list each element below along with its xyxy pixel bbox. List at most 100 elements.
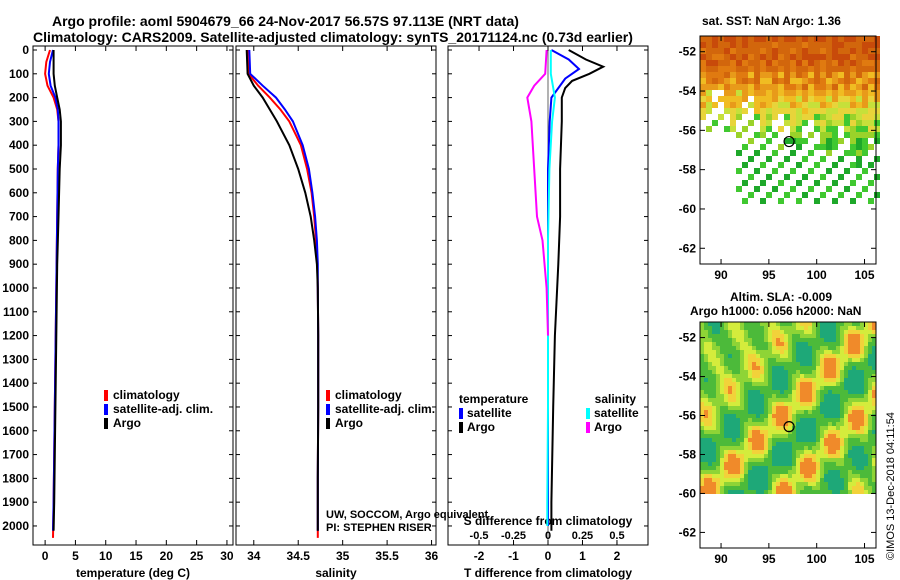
sla-cell (732, 410, 736, 414)
sla-cell (772, 354, 776, 358)
sla-cell (840, 430, 844, 434)
sla-cell (716, 462, 720, 466)
legend-entry: satellite-adj. clim. (113, 402, 213, 416)
sst-cell (814, 144, 820, 150)
lat-tick-label: -62 (679, 525, 697, 539)
sla-cell (720, 354, 724, 358)
legend-swatch (459, 422, 463, 433)
sst-cell (784, 84, 790, 90)
sla-cell (724, 458, 728, 462)
sla-cell (764, 362, 768, 366)
sla-cell (800, 326, 804, 330)
sla-cell (836, 350, 840, 354)
sst-cell (838, 108, 844, 114)
sla-cell (764, 382, 768, 386)
sla-cell (796, 374, 800, 378)
sla-cell (840, 458, 844, 462)
sla-cell (836, 362, 840, 366)
sla-cell (848, 346, 852, 350)
sla-cell (724, 390, 728, 394)
sla-cell (716, 370, 720, 374)
sla-cell (856, 350, 860, 354)
sla-cell (740, 418, 744, 422)
sst-cell (772, 36, 778, 42)
sla-cell (824, 458, 828, 462)
sla-cell (800, 490, 804, 494)
sla-cell (800, 362, 804, 366)
sla-cell (784, 450, 788, 454)
sla-cell (800, 422, 804, 426)
sla-cell (768, 374, 772, 378)
sla-cell (736, 454, 740, 458)
sla-cell (844, 462, 848, 466)
sla-cell (772, 422, 776, 426)
sst-cell (736, 60, 742, 66)
sst-cell (814, 114, 820, 120)
sst-cell (778, 72, 784, 78)
sla-cell (720, 326, 724, 330)
sla-cell (800, 466, 804, 470)
sst-cell (784, 42, 790, 48)
sla-cell (860, 414, 864, 418)
sla-cell (768, 434, 772, 438)
sla-cell (748, 434, 752, 438)
sst-cell (718, 96, 724, 102)
sst-cell (790, 138, 796, 144)
sla-cell (868, 378, 872, 382)
sla-cell (780, 398, 784, 402)
sst-cell (742, 48, 748, 54)
sla-cell (832, 450, 836, 454)
sla-cell (732, 474, 736, 478)
sla-cell (852, 334, 856, 338)
x-tick-label: 34.5 (287, 549, 311, 563)
sla-cell (760, 478, 764, 482)
sst-cell (874, 42, 880, 48)
sst-cell (844, 96, 850, 102)
sla-cell (832, 406, 836, 410)
sla-cell (800, 474, 804, 478)
sla-cell (868, 466, 872, 470)
sla-cell (804, 410, 808, 414)
sla-cell (852, 374, 856, 378)
sla-cell (832, 390, 836, 394)
sla-cell (828, 370, 832, 374)
sla-cell (700, 390, 704, 394)
sla-cell (848, 358, 852, 362)
sla-cell (820, 350, 824, 354)
sla-cell (856, 486, 860, 490)
sla-cell (704, 470, 708, 474)
sla-cell (824, 418, 828, 422)
sla-cell (728, 438, 732, 442)
sla-cell (836, 378, 840, 382)
sla-cell (700, 426, 704, 430)
sst-cell (742, 78, 748, 84)
sla-cell (708, 450, 712, 454)
sst-cell (796, 96, 802, 102)
sla-cell (768, 346, 772, 350)
sst-cell (736, 78, 742, 84)
sst-cell (718, 72, 724, 78)
sla-cell (860, 350, 864, 354)
sla-cell (716, 446, 720, 450)
sla-cell (844, 470, 848, 474)
sla-cell (752, 418, 756, 422)
sla-cell (816, 426, 820, 430)
sla-cell (744, 410, 748, 414)
sla-cell (864, 366, 868, 370)
sla-cell (756, 370, 760, 374)
sst-cell (850, 42, 856, 48)
sst-cell (730, 72, 736, 78)
sla-cell (756, 374, 760, 378)
sla-cell (740, 466, 744, 470)
sla-cell (704, 334, 708, 338)
x-axis-label: T difference from climatology (464, 566, 632, 580)
sla-cell (844, 378, 848, 382)
sla-cell (700, 434, 704, 438)
sst-cell (712, 42, 718, 48)
sla-cell (860, 478, 864, 482)
sla-cell (812, 434, 816, 438)
sla-cell (748, 378, 752, 382)
sst-cell (712, 54, 718, 60)
sla-cell (804, 366, 808, 370)
sla-cell (868, 454, 872, 458)
